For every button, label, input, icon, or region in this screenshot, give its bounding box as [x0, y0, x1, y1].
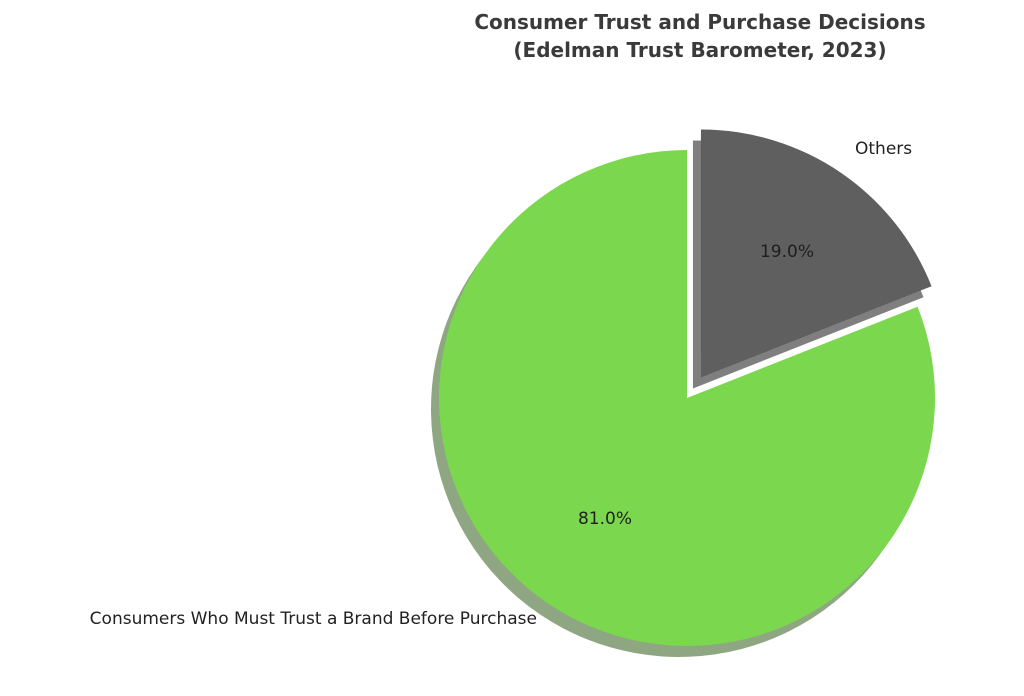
slice-label-others: Others [855, 139, 913, 159]
pie-slice-1 [700, 129, 932, 378]
pie-slice-0 [439, 150, 936, 646]
slice-label-trust-before-purchase: Consumers Who Must Trust a Brand Before … [89, 609, 537, 629]
percent-label-trust: 81.0% [577, 509, 633, 529]
percent-label-others: 19.0% [759, 242, 815, 262]
chart-title-line-2: (Edelman Trust Barometer, 2023) [513, 38, 887, 62]
chart-title-line-1: Consumer Trust and Purchase Decisions [474, 10, 926, 34]
chart-title: Consumer Trust and Purchase Decisions (E… [400, 8, 1000, 64]
